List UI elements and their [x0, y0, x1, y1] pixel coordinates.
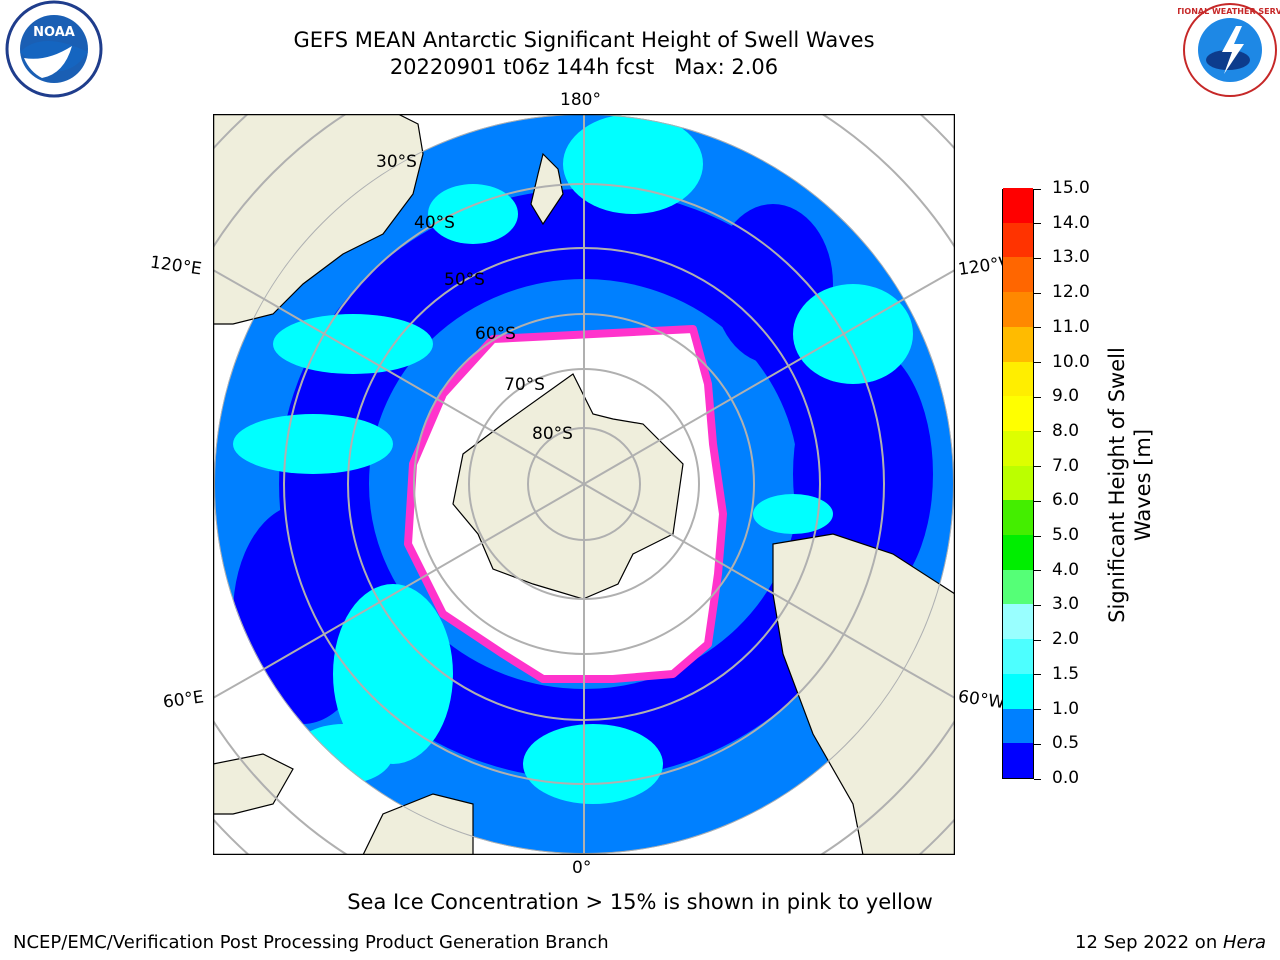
colorbar-segment	[1003, 326, 1033, 362]
colorbar-segment	[1003, 291, 1033, 327]
colorbar-tick-label: 11.0	[1052, 316, 1090, 337]
colorbar-tick-label: 10.0	[1052, 351, 1090, 372]
colorbar-tick-mark	[1034, 362, 1041, 364]
colorbar-tick-mark	[1034, 327, 1041, 329]
colorbar-tick-mark	[1034, 570, 1041, 572]
colorbar-segment	[1003, 708, 1033, 744]
lat-label-80s: 80°S	[532, 424, 573, 444]
colorbar-tick-label: 14.0	[1052, 212, 1090, 233]
footer-date: 12 Sep 2022 on Hera	[1075, 932, 1266, 953]
colorbar-tick-label: 6.0	[1052, 490, 1080, 511]
colorbar-segment	[1003, 534, 1033, 570]
map-frame	[213, 114, 955, 855]
colorbar-tick-mark	[1034, 500, 1041, 502]
colorbar-segment	[1003, 499, 1033, 536]
colorbar-tick-label: 0.5	[1052, 733, 1080, 754]
colorbar-segment	[1003, 569, 1033, 605]
colorbar-segment	[1003, 603, 1033, 640]
colorbar-segment	[1003, 256, 1033, 293]
colorbar-tick-label: 8.0	[1052, 420, 1080, 441]
colorbar-segment	[1003, 361, 1033, 397]
colorbar-tick-label: 9.0	[1052, 386, 1080, 407]
colorbar-tick-label: 13.0	[1052, 247, 1090, 268]
colorbar-tick-label: 1.0	[1052, 698, 1080, 719]
lon-label-0: 0°	[572, 858, 592, 878]
sea-ice-caption: Sea Ice Concentration > 15% is shown in …	[347, 890, 933, 914]
colorbar-tick-mark	[1034, 778, 1041, 780]
colorbar-tick-mark	[1034, 396, 1041, 398]
colorbar-segment	[1003, 673, 1033, 709]
noaa-logo-icon: NOAA	[5, 0, 103, 98]
colorbar-segment	[1003, 430, 1033, 466]
colorbar-tick-label: 7.0	[1052, 455, 1080, 476]
colorbar-tick-mark	[1034, 674, 1041, 676]
colorbar-segment	[1003, 638, 1033, 674]
colorbar-tick-mark	[1034, 188, 1041, 190]
footer-host: Hera	[1222, 932, 1266, 953]
lon-label-180: 180°	[560, 90, 601, 110]
colorbar-tick-label: 1.5	[1052, 663, 1080, 684]
lat-label-30s: 30°S	[376, 152, 417, 172]
footer-date-text: 12 Sep 2022 on	[1075, 932, 1223, 953]
colorbar-tick-mark	[1034, 466, 1041, 468]
colorbar-segment	[1003, 395, 1033, 431]
colorbar-tick-label: 3.0	[1052, 594, 1080, 615]
antarctica	[452, 373, 684, 600]
colorbar-tick-label: 0.0	[1052, 768, 1080, 788]
colorbar-tick-label: 5.0	[1052, 525, 1080, 546]
lon-label-60w: 60°W	[956, 686, 1007, 714]
lon-label-120e: 120°E	[148, 252, 203, 280]
map-title: GEFS MEAN Antarctic Significant Height o…	[293, 28, 875, 52]
lon-label-60e: 60°E	[161, 687, 206, 713]
colorbar-tick-mark	[1034, 257, 1041, 259]
lat-label-40s: 40°S	[414, 213, 455, 233]
polar-map	[213, 114, 955, 855]
map-subtitle: 20220901 t06z 144h fcst Max: 2.06	[389, 55, 779, 79]
lat-label-50s: 50°S	[444, 270, 485, 290]
colorbar-tick-mark	[1034, 604, 1041, 606]
swell-cyan-regions	[233, 114, 913, 804]
lat-label-60s: 60°S	[475, 324, 516, 344]
colorbar-tick-mark	[1034, 639, 1041, 641]
colorbar-segment	[1003, 742, 1033, 778]
nws-logo-icon: NATIONAL WEATHER SERVICE	[1178, 3, 1280, 97]
colorbar	[1002, 187, 1034, 779]
colorbar-tick-label: 4.0	[1052, 559, 1080, 580]
colorbar-label: Significant Height of Swell Waves [m]	[1105, 347, 1155, 623]
svg-text:NATIONAL WEATHER SERVICE: NATIONAL WEATHER SERVICE	[1178, 7, 1280, 16]
colorbar-tick-mark	[1034, 431, 1041, 433]
colorbar-tick-label: 15.0	[1052, 178, 1090, 198]
colorbar-tick-label: 12.0	[1052, 282, 1090, 303]
colorbar-tick-label: 2.0	[1052, 629, 1080, 650]
colorbar-segment	[1003, 465, 1033, 501]
svg-text:NOAA: NOAA	[33, 25, 75, 40]
colorbar-tick-mark	[1034, 743, 1041, 745]
colorbar-segment	[1003, 187, 1033, 223]
colorbar-tick-mark	[1034, 292, 1041, 294]
footer-credit: NCEP/EMC/Verification Post Processing Pr…	[13, 932, 609, 953]
colorbar-tick-mark	[1034, 535, 1041, 537]
colorbar-tick-mark	[1034, 709, 1041, 711]
colorbar-segment	[1003, 222, 1033, 258]
graticule	[214, 114, 954, 854]
lat-label-70s: 70°S	[504, 375, 545, 395]
colorbar-tick-mark	[1034, 223, 1041, 225]
graticule-outer	[213, 114, 955, 855]
